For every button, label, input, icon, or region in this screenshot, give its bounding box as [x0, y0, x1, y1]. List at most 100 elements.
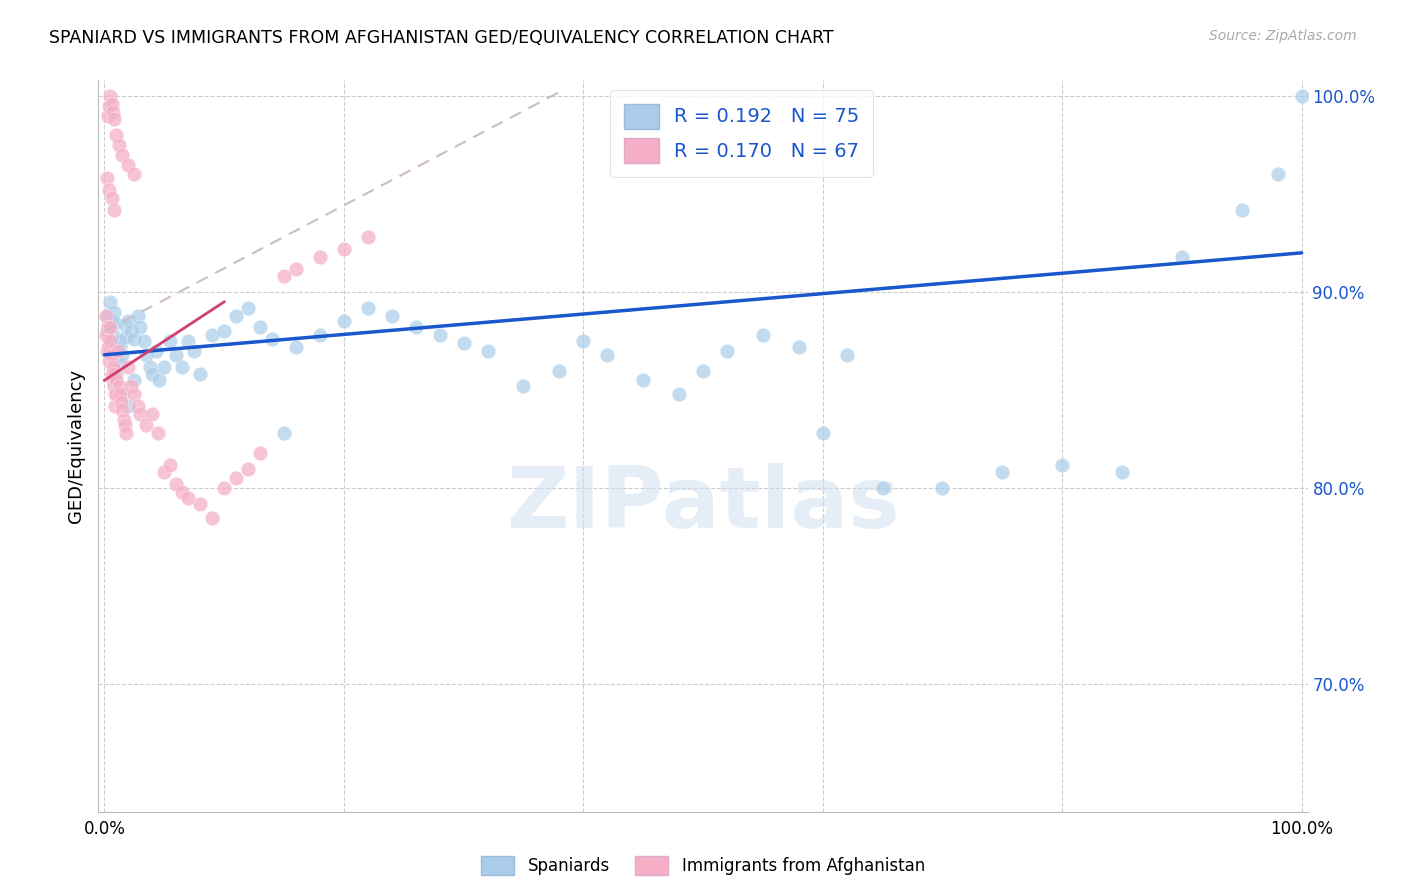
Point [98, 353, 121, 368]
Point [1230, 202, 1253, 217]
Point [115, 426, 138, 441]
Point [97, 340, 120, 354]
Point [141, 407, 163, 421]
Point [333, 314, 356, 328]
Point [110, 395, 132, 409]
Point [1050, 458, 1073, 472]
Point [381, 309, 404, 323]
Point [105, 373, 128, 387]
Point [835, 348, 858, 362]
Point [100, 348, 122, 362]
Point [101, 104, 124, 119]
Point [177, 334, 200, 348]
Point [512, 379, 534, 393]
Point [115, 330, 138, 344]
Point [111, 402, 134, 417]
Point [787, 340, 810, 354]
Point [94, 328, 117, 343]
Point [225, 471, 247, 485]
Point [111, 387, 134, 401]
Point [309, 328, 332, 343]
Point [117, 158, 139, 172]
Point [124, 387, 146, 401]
Text: Source: ZipAtlas.com: Source: ZipAtlas.com [1209, 29, 1357, 43]
Point [107, 334, 129, 348]
Point [103, 202, 125, 217]
Point [97, 320, 120, 334]
Point [129, 320, 152, 334]
Point [159, 458, 181, 472]
Point [596, 348, 619, 362]
Point [172, 359, 194, 374]
Legend: R = 0.192   N = 75, R = 0.170   N = 67: R = 0.192 N = 75, R = 0.170 N = 67 [610, 90, 873, 177]
Point [100, 294, 122, 309]
Point [98, 343, 121, 358]
Point [117, 359, 139, 374]
Point [107, 379, 129, 393]
Point [98, 99, 121, 113]
Point [148, 373, 170, 387]
Point [98, 332, 121, 346]
Point [124, 332, 146, 346]
Point [405, 320, 427, 334]
Point [96, 324, 118, 338]
Point [132, 334, 155, 348]
Point [103, 343, 125, 358]
Point [357, 230, 380, 244]
Point [100, 368, 122, 382]
Point [273, 426, 295, 441]
Point [172, 485, 194, 500]
Legend: Spaniards, Immigrants from Afghanistan: Spaniards, Immigrants from Afghanistan [474, 849, 932, 882]
Point [273, 269, 295, 284]
Point [872, 481, 894, 495]
Point [1267, 168, 1289, 182]
Point [631, 373, 654, 387]
Point [111, 148, 134, 162]
Point [572, 334, 595, 348]
Point [141, 368, 163, 382]
Point [124, 373, 146, 387]
Text: ZIPatlas: ZIPatlas [506, 463, 900, 546]
Point [811, 426, 834, 441]
Point [101, 373, 124, 387]
Point [97, 320, 120, 334]
Point [112, 412, 135, 426]
Point [127, 399, 149, 413]
Point [1171, 250, 1194, 264]
Point [103, 368, 125, 382]
Point [188, 497, 211, 511]
Point [165, 348, 187, 362]
Point [453, 336, 475, 351]
Point [135, 418, 157, 433]
Point [104, 387, 127, 401]
Point [127, 309, 149, 323]
Point [668, 387, 690, 401]
Point [100, 96, 122, 111]
Point [105, 128, 128, 143]
Point [96, 171, 118, 186]
Point [752, 328, 775, 343]
Point [931, 481, 953, 495]
Point [165, 477, 187, 491]
Point [108, 340, 131, 354]
Point [117, 314, 139, 328]
Point [100, 320, 122, 334]
Point [212, 324, 235, 338]
Point [188, 368, 211, 382]
Point [284, 261, 307, 276]
Point [107, 343, 129, 358]
Point [477, 343, 499, 358]
Point [260, 332, 283, 346]
Point [548, 363, 571, 377]
Point [97, 109, 120, 123]
Point [692, 363, 714, 377]
Point [309, 250, 332, 264]
Point [103, 379, 125, 393]
Point [107, 353, 129, 368]
Point [148, 426, 170, 441]
Point [105, 387, 128, 401]
Point [120, 324, 142, 338]
Point [100, 334, 122, 348]
Point [716, 343, 738, 358]
Point [145, 343, 167, 358]
